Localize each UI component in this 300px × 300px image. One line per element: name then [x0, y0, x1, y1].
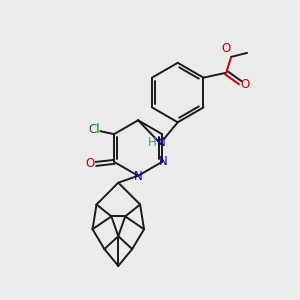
- Text: Cl: Cl: [88, 123, 100, 136]
- Text: O: O: [241, 78, 250, 91]
- Text: O: O: [222, 42, 231, 56]
- Text: N: N: [159, 155, 167, 168]
- Text: H: H: [148, 136, 156, 148]
- Text: N: N: [134, 170, 142, 183]
- Text: N: N: [157, 136, 165, 148]
- Text: O: O: [86, 158, 95, 170]
